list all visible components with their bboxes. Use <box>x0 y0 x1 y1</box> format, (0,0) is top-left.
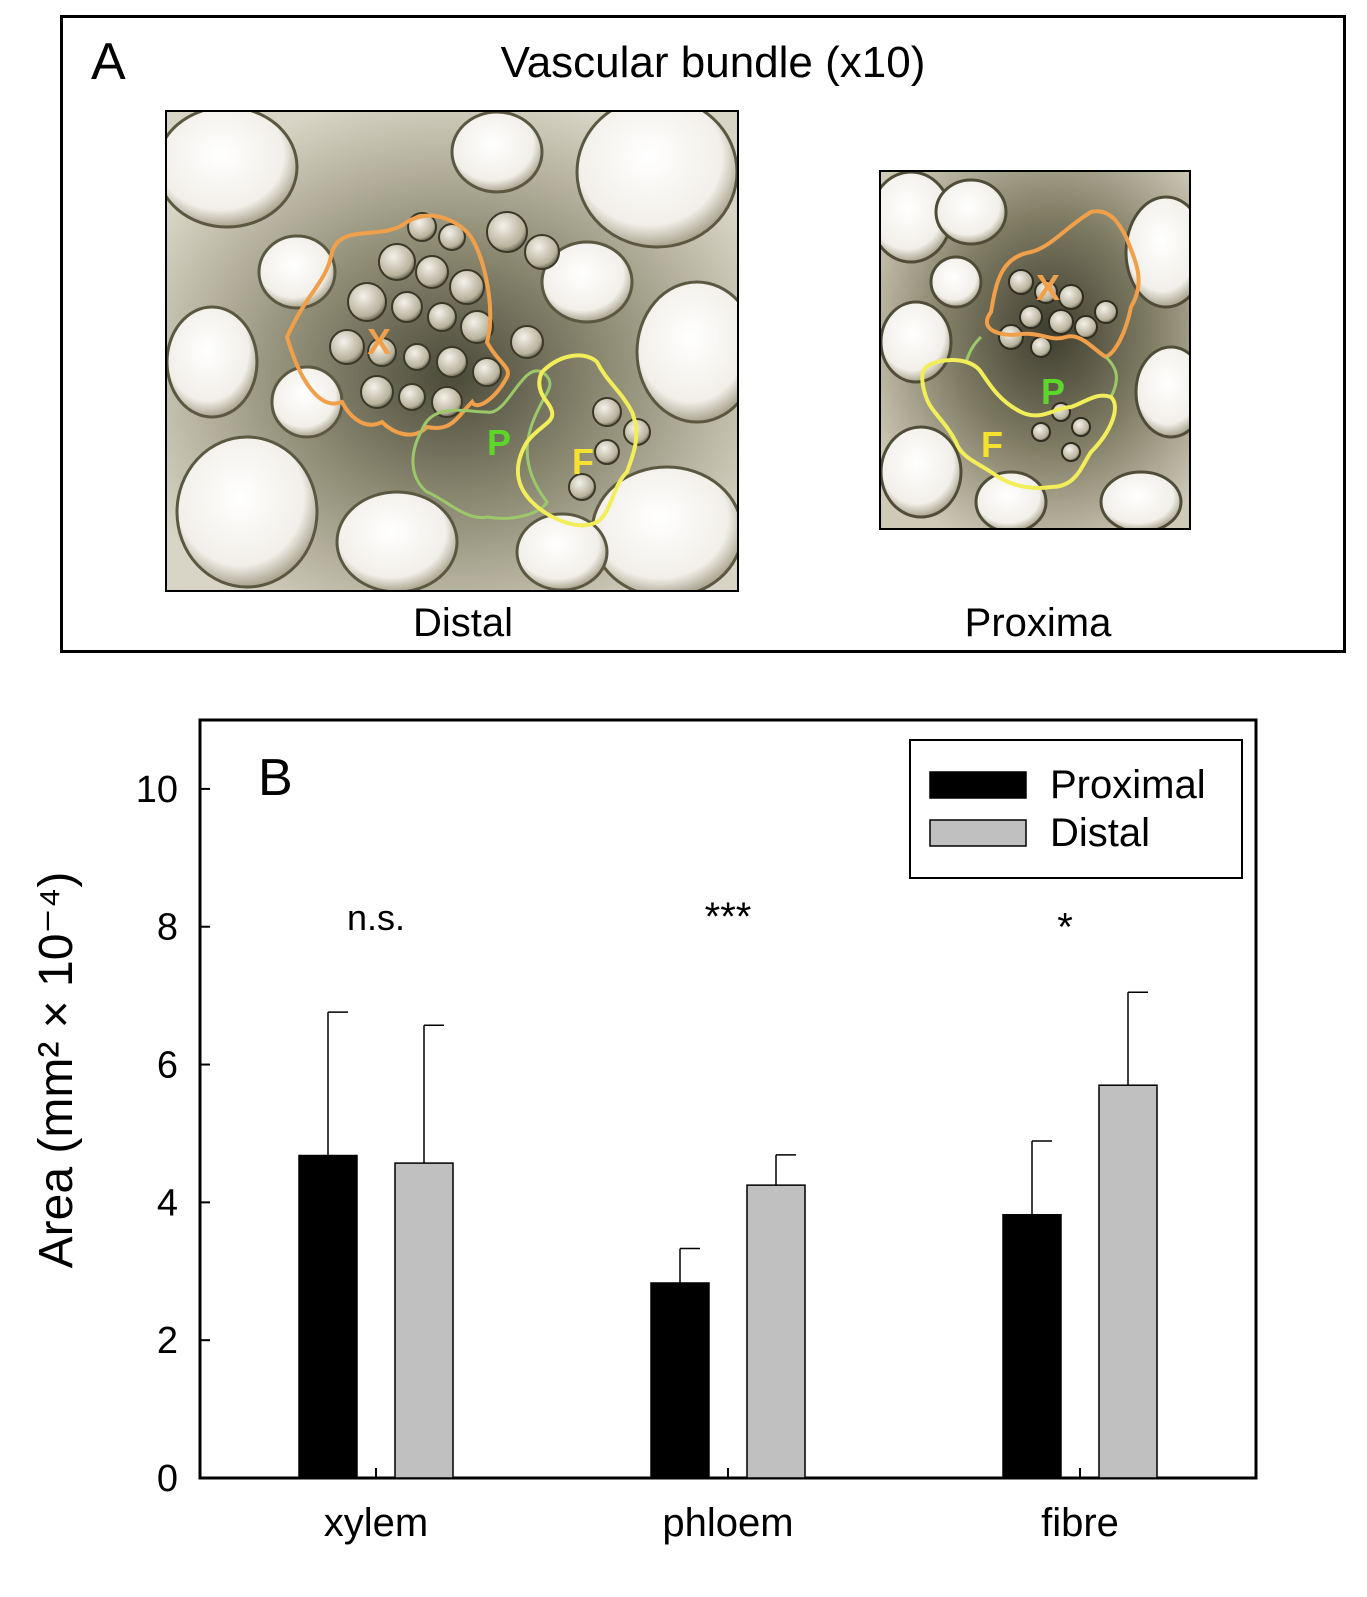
y-tick-label: 8 <box>157 907 178 949</box>
chart-bars <box>298 1084 1158 1479</box>
micrograph-distal: X P F <box>165 110 739 592</box>
bar-distal-fibre <box>1098 1084 1158 1479</box>
bar-chart: 0 2 4 6 8 10 xylem n.s. phloem *** fibre * B Area … <box>30 718 1258 1545</box>
chart-labels: xylem n.s. phloem *** fibre * <box>324 895 1119 1545</box>
bar-proximal-fibre <box>1002 1214 1062 1479</box>
x-tick-label-xylem: xylem <box>324 1501 428 1545</box>
y-tick-label: 6 <box>157 1045 178 1087</box>
distal-xylem-outline <box>284 213 510 437</box>
caption-proxima: Proxima <box>964 601 1112 645</box>
proxima-label-x: X <box>1036 267 1060 308</box>
chart-axes: 0 2 4 6 8 10 <box>136 718 1258 1500</box>
legend-swatch-proximal <box>929 771 1027 799</box>
legend-label-distal: Distal <box>1050 811 1150 855</box>
bar-proximal-xylem <box>298 1154 358 1479</box>
y-axis-label: Area (mm² × 10⁻⁴) <box>30 872 83 1269</box>
bar-proximal-phloem <box>650 1282 710 1479</box>
distal-fibre-outline <box>515 353 639 528</box>
bar-distal-phloem <box>746 1184 806 1479</box>
proxima-label-p: P <box>1041 371 1065 412</box>
y-tick-label: 10 <box>136 769 178 811</box>
x-tick-label-fibre: fibre <box>1041 1501 1119 1545</box>
proxima-phloem-outline <box>964 335 1118 398</box>
legend-label-proximal: Proximal <box>1050 763 1206 807</box>
y-tick-label: 0 <box>157 1458 178 1500</box>
proxima-label-f: F <box>981 424 1003 465</box>
proxima-fibre-outline <box>920 358 1117 491</box>
y-tick-label: 2 <box>157 1320 178 1362</box>
panel-b-letter: B <box>258 749 293 807</box>
distal-label-x: X <box>367 321 391 362</box>
bar-distal-xylem <box>394 1162 454 1479</box>
caption-distal: Distal <box>412 601 514 645</box>
y-tick-label: 4 <box>157 1182 178 1224</box>
micrograph-proxima: X P F <box>879 170 1191 530</box>
significance-xylem: n.s. <box>347 897 405 938</box>
proxima-xylem-outline <box>985 209 1141 360</box>
significance-fibre: * <box>1057 906 1073 950</box>
distal-label-p: P <box>487 422 511 463</box>
significance-phloem: *** <box>705 895 752 939</box>
chart-legend: Proximal Distal <box>909 739 1243 879</box>
panel-a: A Vascular bundle (x10) <box>60 15 1346 653</box>
panel-a-title: Vascular bundle (x10) <box>500 38 926 87</box>
chart-error-bars <box>327 991 1148 1283</box>
micrograph-proxima-image: X P F <box>881 172 1189 528</box>
distal-label-f: F <box>572 441 594 482</box>
panel-a-letter: A <box>91 33 126 91</box>
x-tick-label-phloem: phloem <box>662 1501 793 1545</box>
micrograph-distal-image: X P F <box>167 112 737 590</box>
legend-swatch-distal <box>929 819 1027 847</box>
legend-box <box>909 739 1243 879</box>
